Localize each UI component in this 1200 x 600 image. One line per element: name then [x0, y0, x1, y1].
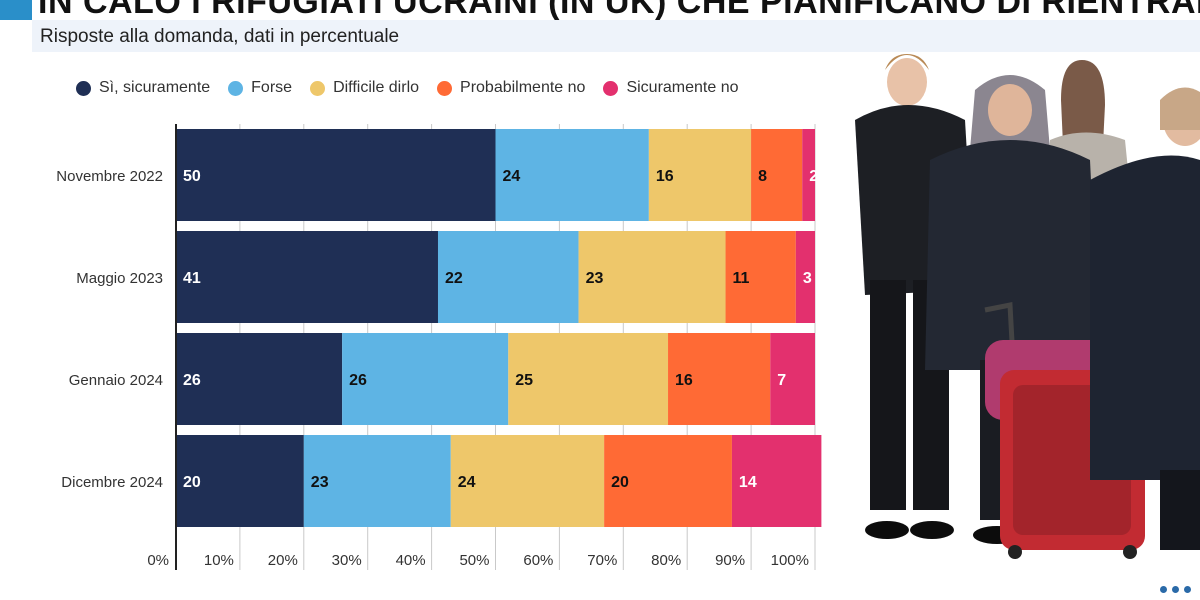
pagination-dot [1160, 586, 1167, 593]
bar-segment [770, 333, 815, 425]
bar-segment [437, 231, 579, 323]
bar-segment [604, 435, 732, 527]
bar-segment [450, 435, 605, 527]
legend-swatch [437, 80, 453, 96]
x-tick-label: 70% [587, 552, 617, 569]
category-label: Dicembre 2024 [61, 474, 163, 491]
data-label: 20 [183, 474, 201, 491]
bar-segment [795, 231, 815, 323]
bar-segment [578, 231, 726, 323]
legend-label: Sì, sicuramente [99, 79, 211, 96]
bar-segment [176, 435, 304, 527]
legend-item-probabilmente-no: Probabilmente no [437, 79, 585, 97]
data-label: 8 [758, 168, 767, 185]
stacked-bar-chart: 50 24 16 8 2 Novembre 2022 41 22 23 11 3 Maggio 202… [56, 124, 822, 570]
data-label: 24 [458, 474, 476, 491]
x-tick-label: 50% [459, 552, 489, 569]
pagination-dot [1184, 586, 1191, 593]
data-label: 23 [586, 270, 604, 287]
data-label: 14 [739, 474, 757, 491]
subtitle-band [32, 20, 1200, 52]
data-label: 16 [656, 168, 674, 185]
legend-swatch [310, 80, 326, 96]
bar-segment [508, 333, 669, 425]
refugee-women-photo [855, 54, 1200, 559]
x-tick-label: 60% [523, 552, 553, 569]
bar-segment [725, 231, 796, 323]
bar-segment [342, 333, 509, 425]
legend-label: Probabilmente no [460, 79, 586, 96]
bar-segment [176, 129, 496, 221]
accent-block [0, 0, 32, 20]
bar-segment [303, 435, 451, 527]
data-label: 26 [183, 372, 201, 389]
category-label: Novembre 2022 [56, 168, 163, 185]
legend-swatch [228, 80, 244, 96]
chart-subtitle: Risposte alla domanda, dati in percentua… [40, 26, 400, 47]
legend-label: Difficile dirlo [333, 79, 420, 96]
bar-segment [648, 129, 752, 221]
data-label: 20 [611, 474, 629, 491]
legend-item-sicuramente-no: Sicuramente no [603, 79, 739, 97]
data-label: 26 [349, 372, 367, 389]
x-tick-label: 90% [715, 552, 745, 569]
x-tick-label: 0% [147, 552, 169, 569]
bar-segment [802, 129, 815, 221]
x-tick-label: 100% [771, 552, 809, 569]
legend-label: Sicuramente no [626, 79, 739, 96]
pagination-dot [1172, 586, 1179, 593]
bar-segment [176, 231, 438, 323]
legend-item-forse: Forse [228, 79, 292, 97]
data-label: 24 [503, 168, 521, 185]
data-label: 25 [515, 372, 533, 389]
bar-segment [731, 435, 822, 527]
x-tick-label: 80% [651, 552, 681, 569]
legend-label: Forse [251, 79, 293, 96]
x-tick-label: 30% [332, 552, 362, 569]
bar-segment [751, 129, 803, 221]
data-label: 41 [183, 270, 201, 287]
bar-segment [495, 129, 649, 221]
bar-segment [176, 333, 343, 425]
chart-title: IN CALO I RIFUGIATI UCRAINI (IN UK) CHE … [38, 0, 1200, 21]
data-label: 11 [733, 270, 750, 287]
x-tick-label: 40% [396, 552, 426, 569]
legend-swatch [76, 80, 91, 96]
legend-item-difficile-dirlo: Difficile dirlo [310, 79, 419, 97]
legend-item-si-sicuramente: Sì, sicuramente [76, 79, 210, 97]
legend-swatch [603, 80, 619, 96]
x-tick-label: 10% [204, 552, 234, 569]
data-label: 3 [803, 270, 812, 287]
category-label: Gennaio 2024 [69, 372, 163, 389]
category-label: Maggio 2023 [76, 270, 163, 287]
person-figure-right [1090, 87, 1200, 550]
data-label: 22 [445, 270, 463, 287]
bar-segment [668, 333, 771, 425]
data-label: 7 [777, 372, 786, 389]
x-tick-label: 20% [268, 552, 298, 569]
pagination-dots [1160, 586, 1191, 593]
chart-legend: Sì, sicuramente Forse Difficile dirlo Pr… [76, 76, 739, 100]
data-label: 50 [183, 168, 201, 185]
data-label: 2 [809, 168, 818, 185]
data-label: 16 [675, 372, 693, 389]
data-label: 23 [311, 474, 329, 491]
